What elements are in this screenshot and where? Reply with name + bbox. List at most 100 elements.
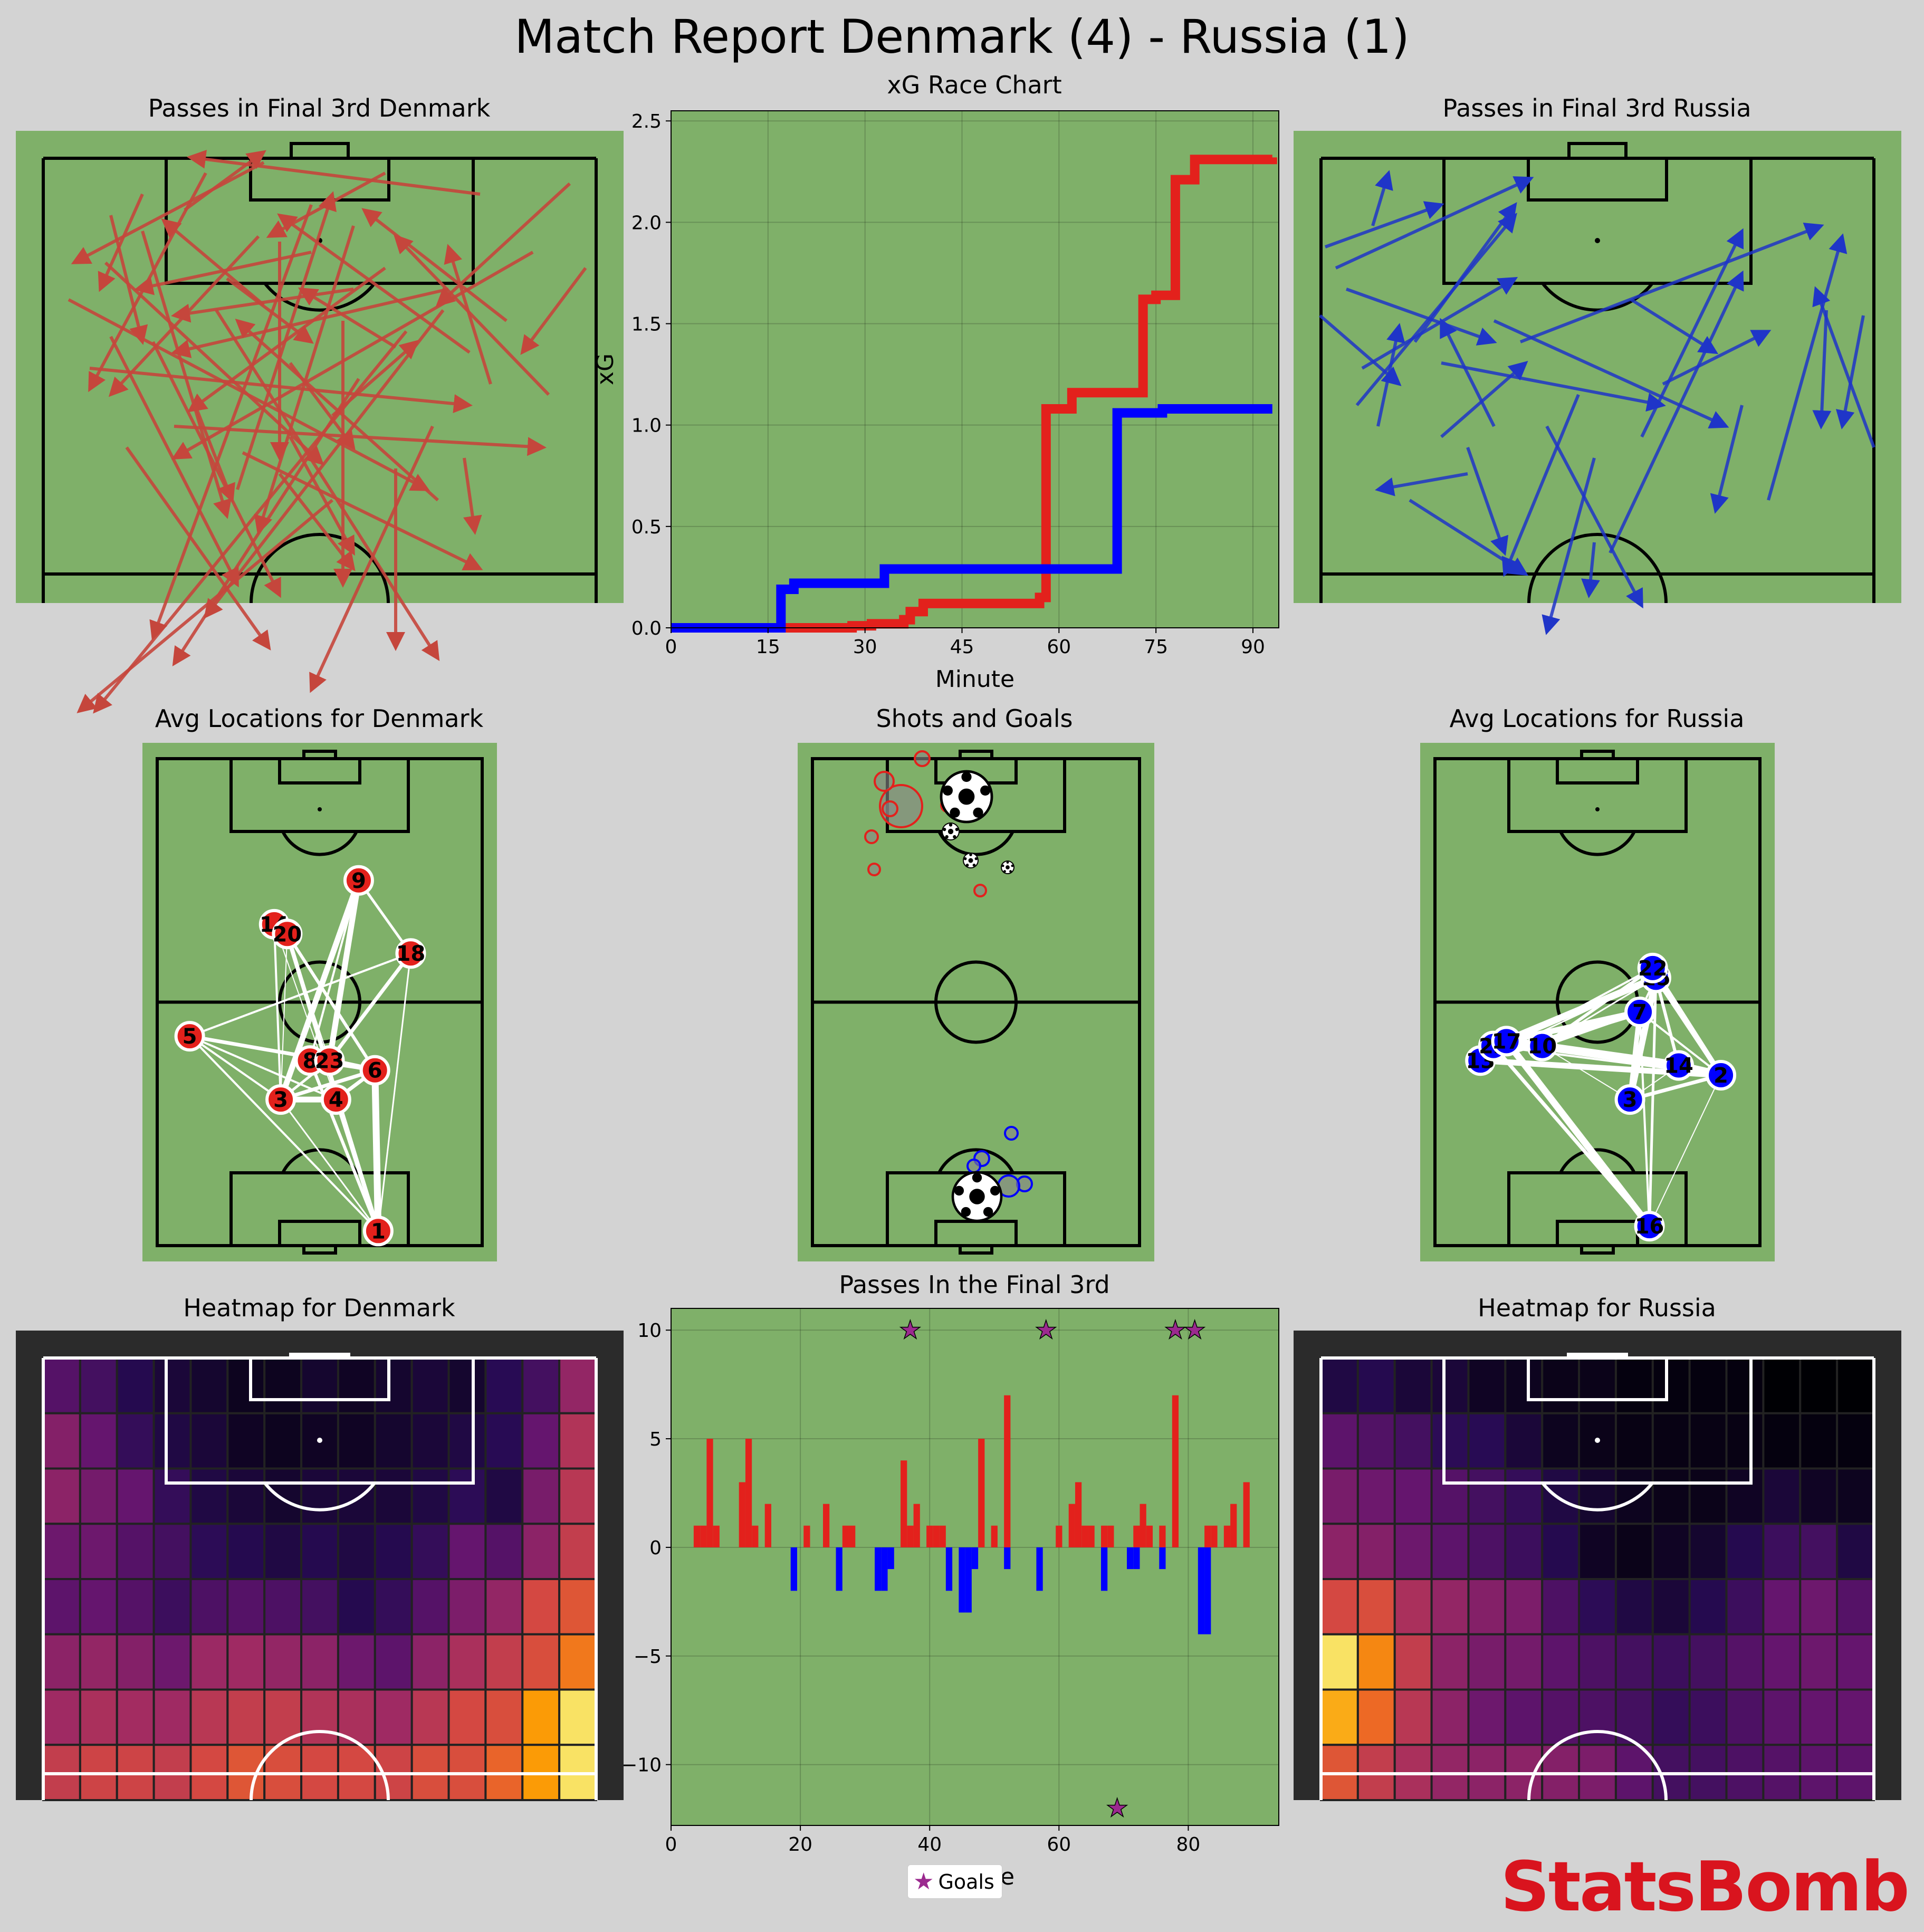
pass-link xyxy=(279,1068,377,1102)
heat-cell xyxy=(374,1633,413,1691)
heat-cell xyxy=(116,1578,155,1635)
goal-star-marker: ★ xyxy=(1106,1793,1128,1823)
heat-cell xyxy=(189,1578,229,1635)
heat-cell xyxy=(1541,1523,1581,1580)
player-node-17: 17 xyxy=(1491,1026,1522,1057)
player-marker xyxy=(395,938,426,969)
heat-cell xyxy=(1725,1523,1765,1580)
pass-link xyxy=(188,1035,337,1101)
pass-link xyxy=(1626,974,1659,1103)
heat-cell xyxy=(337,1412,376,1470)
heat-cell xyxy=(300,1688,339,1746)
player-number: 10 xyxy=(1527,1035,1557,1059)
pass-link xyxy=(1541,977,1657,1047)
player-number: 20 xyxy=(273,922,302,946)
y-tick-label: 10 xyxy=(637,1320,662,1342)
passes-final-third-denmark xyxy=(16,131,624,714)
heat-cell xyxy=(1578,1467,1617,1525)
pass-arrow xyxy=(1835,315,1865,429)
bar-denmark xyxy=(1107,1525,1114,1547)
goal-ball-icon xyxy=(1001,860,1014,874)
heat-cell xyxy=(263,1467,303,1525)
bar-russia xyxy=(965,1547,972,1613)
heat-cell xyxy=(558,1523,597,1580)
x-tick-label: 60 xyxy=(1047,1834,1071,1856)
heat-cell xyxy=(1430,1633,1470,1691)
heat-cell xyxy=(226,1412,266,1470)
bar-denmark xyxy=(849,1525,856,1547)
heat-cell xyxy=(189,1467,229,1525)
bar-russia xyxy=(1198,1547,1205,1634)
goal-star-marker: ★ xyxy=(1183,1315,1206,1345)
heat-cell xyxy=(1504,1633,1544,1691)
pass-arrow xyxy=(361,208,508,322)
bar-russia xyxy=(887,1547,894,1570)
heat-cell xyxy=(189,1688,229,1746)
heat-cell xyxy=(447,1412,487,1470)
x-tick-label: 40 xyxy=(917,1834,942,1856)
bar-russia xyxy=(875,1547,882,1591)
heat-cell xyxy=(189,1523,229,1580)
heat-cell xyxy=(1725,1412,1765,1470)
heat-cell xyxy=(226,1578,266,1635)
heat-cell xyxy=(1320,1578,1359,1635)
player-marker xyxy=(343,865,374,896)
heat-cell xyxy=(337,1523,376,1580)
bar-denmark xyxy=(700,1525,707,1547)
heat-cell xyxy=(263,1357,303,1414)
heat-cell xyxy=(447,1633,487,1691)
heat-cell xyxy=(1320,1467,1359,1525)
pass-link xyxy=(309,879,360,1062)
heat-cell xyxy=(42,1412,81,1470)
heat-cell xyxy=(1578,1633,1617,1691)
statsbomb-logo: StatsBomb xyxy=(1500,1847,1910,1927)
x-tick-label: 60 xyxy=(1047,636,1071,658)
bar-russia xyxy=(945,1547,953,1591)
pass-link xyxy=(188,952,412,1038)
heat-cell xyxy=(1504,1523,1544,1580)
passes-final-third-russia xyxy=(1294,131,1901,635)
player-node-20: 20 xyxy=(272,919,303,950)
x-tick-label: 45 xyxy=(950,636,974,658)
penalty-spot xyxy=(1595,1438,1600,1443)
heat-cell xyxy=(447,1357,487,1414)
pass-arrow xyxy=(187,149,481,196)
bar-denmark xyxy=(745,1439,752,1547)
pass-link xyxy=(286,933,330,1061)
heat-cell xyxy=(116,1688,155,1746)
pass-arrow xyxy=(242,451,483,570)
heat-cell xyxy=(1504,1688,1544,1746)
heat-cell xyxy=(1393,1523,1433,1580)
pass-link xyxy=(273,923,282,1101)
heat-cell xyxy=(1320,1523,1359,1580)
x-tick-label: 80 xyxy=(1176,1834,1201,1856)
pass-link xyxy=(371,1067,382,1235)
heat-cell xyxy=(521,1578,561,1635)
pass-arrow xyxy=(187,266,386,413)
pass-arrow xyxy=(463,457,482,535)
pass-arrow xyxy=(1324,201,1444,248)
heat-cell xyxy=(1651,1633,1691,1691)
pass-arrow xyxy=(1355,213,1517,406)
bar-denmark xyxy=(1172,1395,1179,1547)
heat-cell xyxy=(226,1467,266,1525)
heat-cell xyxy=(374,1412,413,1470)
pass-link xyxy=(285,932,377,1072)
player-marker xyxy=(265,1084,296,1115)
heat-cell xyxy=(226,1523,266,1580)
plot-area xyxy=(671,111,1279,628)
pass-arrow xyxy=(171,251,534,460)
grid xyxy=(671,111,1279,628)
pass-link xyxy=(326,877,362,1064)
heat-cell xyxy=(42,1633,81,1691)
heat-cell xyxy=(300,1633,339,1691)
pass-arrow xyxy=(1812,286,1875,448)
bar-denmark xyxy=(1211,1525,1218,1547)
heat-cell xyxy=(1725,1467,1765,1525)
bar-denmark xyxy=(1081,1525,1088,1547)
penalty-spot xyxy=(318,807,322,811)
heat-cell xyxy=(1836,1688,1875,1746)
pass-arrow xyxy=(1335,176,1534,270)
heat-cell xyxy=(521,1688,561,1746)
player-number: 17 xyxy=(1492,1029,1521,1054)
